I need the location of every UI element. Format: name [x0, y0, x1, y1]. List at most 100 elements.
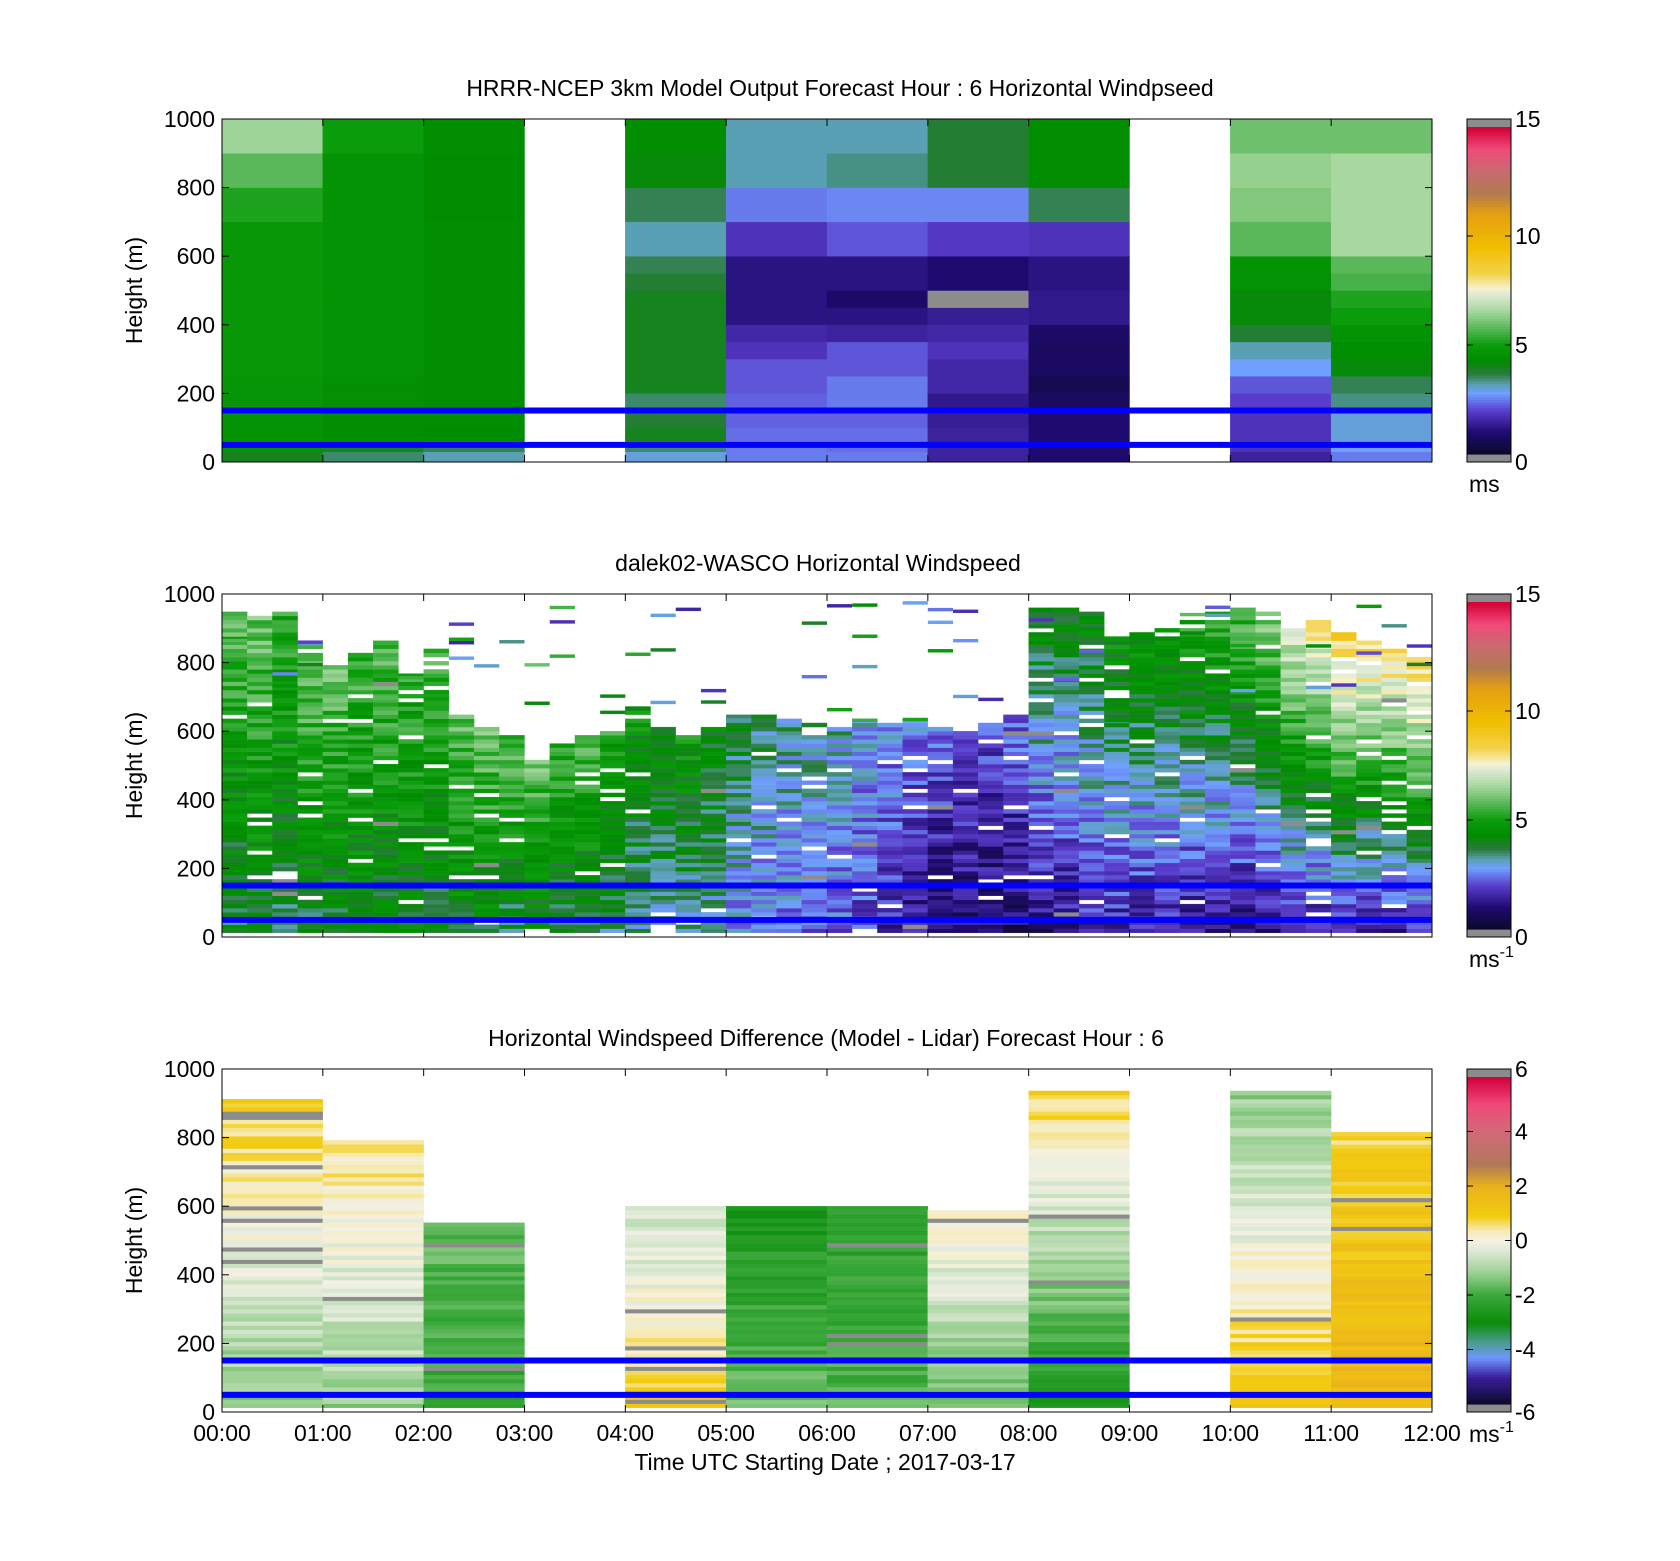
heatmap-cell — [877, 862, 903, 868]
heatmap-cell — [373, 796, 399, 802]
heatmap-cell — [322, 899, 349, 905]
heatmap-cell — [776, 776, 802, 781]
heatmap-cell — [1078, 615, 1105, 621]
heatmap-cell — [1028, 1140, 1130, 1145]
heatmap-cell — [1104, 776, 1130, 781]
heatmap-cell — [1255, 611, 1281, 617]
heatmap-cell — [1028, 618, 1054, 622]
heatmap-cell — [473, 866, 500, 872]
heatmap-cell — [297, 739, 323, 744]
heatmap-cell — [221, 256, 324, 274]
heatmap-cell — [499, 801, 525, 806]
x-tick-label: 06:00 — [798, 1420, 856, 1446]
heatmap-cell — [423, 669, 450, 674]
heatmap-cell — [1230, 1230, 1332, 1236]
colorbar-segment — [1467, 678, 1511, 682]
heatmap-cell — [297, 731, 323, 736]
colorbar-segment — [1467, 358, 1511, 362]
heatmap-cell — [1028, 833, 1055, 839]
heatmap-cell — [322, 833, 349, 839]
colorbar-segment — [1467, 1126, 1511, 1130]
colorbar-segment — [1467, 151, 1511, 155]
heatmap-cell — [1230, 1276, 1332, 1281]
heatmap-cell — [1255, 739, 1281, 744]
colorbar-segment — [1467, 290, 1511, 294]
heatmap-cell — [1381, 833, 1407, 839]
heatmap-cell — [902, 846, 928, 851]
heatmap-cell — [221, 1226, 323, 1232]
heatmap-cell — [1255, 833, 1281, 839]
heatmap-cell — [726, 792, 752, 798]
colorbar-unit-label: ms — [1469, 471, 1500, 497]
heatmap-cell — [927, 833, 954, 839]
colorbar-segment — [1467, 426, 1511, 431]
y-tick-label: 0 — [202, 1399, 215, 1425]
heatmap-cell — [1255, 652, 1281, 658]
heatmap-cell — [927, 784, 954, 789]
heatmap-cell — [927, 1276, 1029, 1281]
heatmap-cell — [625, 763, 651, 769]
heatmap-cell — [574, 908, 601, 913]
heatmap-cell — [423, 854, 450, 859]
heatmap-cell — [1356, 714, 1382, 720]
heatmap-cell — [1255, 648, 1281, 654]
heatmap-cell — [1078, 669, 1105, 674]
heatmap-cell — [1078, 755, 1105, 761]
heatmap-cell — [1154, 628, 1181, 633]
heatmap-cell — [1129, 714, 1155, 720]
heatmap-cell — [423, 652, 450, 658]
heatmap-cell — [1280, 924, 1307, 929]
heatmap-cell — [776, 903, 802, 909]
heatmap-cell — [1154, 768, 1181, 773]
heatmap-cell — [347, 792, 374, 798]
heatmap-cell — [448, 763, 475, 769]
heatmap-cell — [776, 850, 802, 855]
heatmap-cell — [423, 842, 450, 847]
heatmap-cell — [1078, 891, 1105, 896]
heatmap-cell — [1356, 891, 1382, 896]
heatmap-cell — [221, 1300, 323, 1306]
heatmap-cell — [221, 1107, 323, 1112]
heatmap-cell — [1230, 1148, 1332, 1153]
heatmap-cell — [1053, 903, 1080, 909]
colorbar-segment — [1467, 893, 1511, 897]
heatmap-cells — [221, 118, 1433, 463]
heatmap-cell — [1204, 735, 1231, 740]
heatmap-cell — [1028, 1173, 1130, 1178]
heatmap-cell — [1028, 1099, 1130, 1104]
heatmap-cell — [221, 1374, 323, 1380]
heatmap-cell — [700, 759, 727, 765]
colorbar-segment — [1467, 727, 1511, 731]
heatmap-cell — [625, 1337, 727, 1343]
heatmap-cell — [726, 1387, 828, 1392]
heatmap-cell — [625, 895, 651, 901]
heatmap-cell — [801, 825, 828, 831]
heatmap-cell — [1230, 792, 1256, 798]
heatmap-cell — [826, 256, 929, 274]
heatmap-cell — [423, 813, 450, 818]
heatmap-cell — [347, 735, 374, 740]
heatmap-cell — [574, 924, 601, 929]
heatmap-cell — [1179, 842, 1206, 847]
heatmap-cell — [1381, 908, 1407, 913]
heatmap-cell — [221, 718, 248, 724]
heatmap-cell — [726, 1403, 828, 1409]
heatmap-cell — [499, 792, 525, 798]
heatmap-cell — [423, 673, 450, 678]
colorbar-segment — [1467, 1398, 1511, 1402]
heatmap-cell — [650, 895, 676, 901]
heatmap-cell — [1204, 702, 1231, 707]
heatmap-cell — [247, 780, 273, 785]
heatmap-cell — [1053, 673, 1080, 678]
heatmap-cell — [1028, 1222, 1130, 1227]
heatmap-cell — [978, 821, 1004, 827]
heatmap-cell — [599, 776, 626, 781]
heatmap-cell — [1104, 821, 1130, 827]
heatmap-cell — [952, 895, 979, 901]
colorbar-segment — [1467, 135, 1511, 139]
heatmap-cell — [1230, 821, 1256, 827]
heatmap-cell — [1078, 656, 1105, 662]
heatmap-cell — [322, 755, 349, 761]
heatmap-cell — [927, 838, 954, 843]
